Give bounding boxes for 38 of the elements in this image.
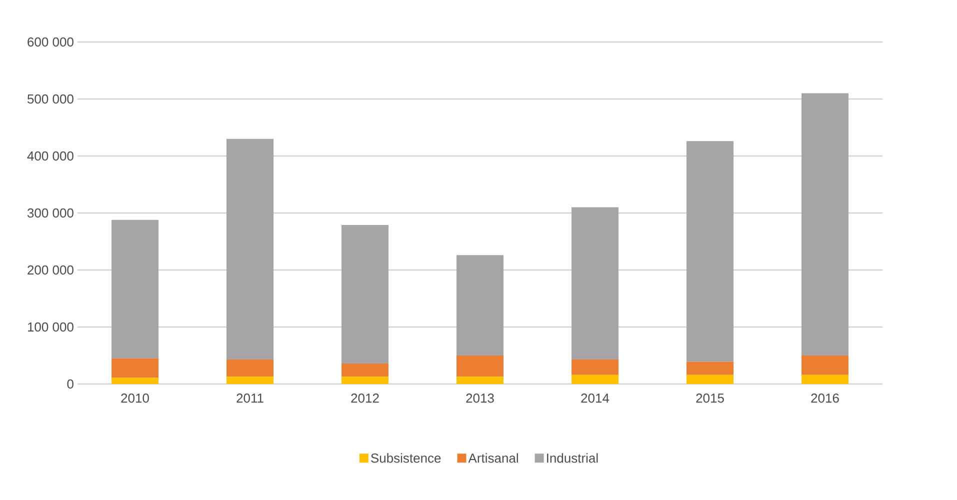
- bar: [456, 356, 504, 377]
- x-tick-label: 2011: [236, 394, 264, 403]
- y-tick-label: 500 000: [27, 94, 74, 104]
- bar: [112, 220, 159, 358]
- bar: [226, 138, 274, 360]
- y-tick-label: 300 000: [27, 208, 74, 218]
- bar: [802, 93, 849, 356]
- bar: [686, 141, 734, 362]
- bar: [802, 356, 849, 375]
- legend-label: Artisanal: [468, 453, 518, 463]
- bar: [342, 363, 389, 377]
- bar: [112, 358, 159, 378]
- bar: [572, 359, 619, 375]
- bar: [802, 374, 849, 384]
- bar: [226, 376, 274, 384]
- y-tick-label: 0: [67, 379, 74, 389]
- bar: [686, 362, 734, 375]
- x-tick-label: 2016: [811, 394, 839, 403]
- bar: [572, 207, 619, 360]
- x-tick-label: 2012: [351, 394, 379, 403]
- y-tick-label: 100 000: [28, 322, 74, 332]
- bar: [342, 376, 389, 384]
- y-tick-label: 400 000: [27, 151, 74, 161]
- x-tick-label: 2014: [581, 394, 610, 403]
- bar: [456, 255, 504, 356]
- bar: [342, 224, 389, 364]
- bar: [456, 376, 504, 384]
- x-tick-label: 2015: [696, 394, 724, 403]
- y-tick-label: 200 000: [28, 265, 74, 275]
- x-tick-label: 2010: [121, 394, 149, 403]
- bar: [572, 374, 619, 384]
- legend-label: Subsistence: [371, 453, 441, 463]
- legend-label: Industrial: [547, 453, 598, 463]
- x-tick-label: 2013: [466, 394, 494, 403]
- y-tick-label: 600 000: [28, 37, 74, 47]
- bar: [226, 359, 274, 377]
- bar: [112, 378, 159, 384]
- bar: [686, 374, 734, 384]
